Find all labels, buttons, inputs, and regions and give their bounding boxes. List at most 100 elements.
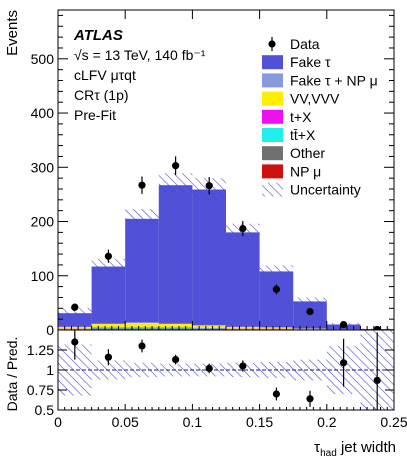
bar-4-bin-5 [226, 327, 260, 329]
bar-6-bin-4 [192, 189, 226, 326]
x-axis-title: τhad jet width [314, 439, 396, 459]
main-y-tick-label-4: 400 [31, 105, 55, 121]
legend: Data Fake τ Fake τ + NP μ VV,VVV t+X tt̄+X Oth… [262, 36, 378, 198]
bar-6-bin-6 [259, 271, 294, 328]
legend-label-2: Fake τ + NP μ [290, 72, 378, 88]
bar-5-bin-4 [192, 325, 226, 326]
bar-4-bin-3 [158, 324, 193, 328]
uncertainty-band-bin-7 [293, 297, 327, 306]
bar-1-bin-6 [259, 329, 294, 330]
x-axis-title-rest: jet width [337, 439, 396, 456]
legend-swatch-4 [262, 109, 283, 124]
legend-label-7: NP μ [290, 163, 321, 179]
x-tick-label-3: 0.15 [246, 414, 273, 430]
ratio-panel-content [58, 330, 394, 410]
x-tick-label-4: 0.2 [317, 414, 337, 430]
uncertainty-band-bin-6 [259, 265, 294, 278]
legend-marker-data [268, 40, 276, 48]
legend-swatch-5 [262, 128, 283, 142]
header-text: ATLAS √s = 13 TeV, 140 fb⁻¹ cLFV μτqt CR… [73, 27, 206, 123]
x-tick-label-1: 0.05 [112, 414, 139, 430]
x-tick-label-5: 0.25 [380, 414, 407, 430]
legend-swatch-uncertainty [262, 182, 283, 197]
bar-5-bin-3 [158, 323, 193, 325]
ratio-point-4 [205, 364, 213, 372]
legend-label-0: Data [290, 36, 320, 52]
legend-swatch-2 [262, 73, 283, 88]
bar-6-bin-3 [158, 185, 193, 324]
bar-2-bin-1 [91, 327, 126, 329]
energy-label: √s = 13 TeV, 140 fb⁻¹ [74, 47, 206, 63]
x-axis-title-symbol: τ [314, 439, 320, 456]
data-point-5 [239, 224, 247, 233]
experiment-label: ATLAS [73, 27, 123, 44]
uncertainty-band-bin-2 [125, 209, 159, 229]
bar-1-bin-2 [125, 328, 159, 330]
analysis-label: cLFV μτqt [74, 67, 136, 83]
bar-1-bin-0 [58, 329, 92, 330]
ratio-y-tick-label-1: 0.75 [27, 382, 54, 398]
data-point-1 [104, 252, 112, 260]
axes: 0 100 200 300 400 500 0 0.05 0.1 0.15 0.2 0.25 0.5 0.… [27, 10, 407, 430]
main-y-tick-label-0: 0 [46, 322, 54, 338]
data-point-0 [71, 303, 79, 311]
bar-5-bin-2 [125, 322, 159, 323]
ratio-point-5 [239, 362, 247, 370]
bar-5-bin-1 [91, 323, 126, 325]
x-tick-label-0: 0 [54, 414, 62, 430]
legend-label-4: t+X [290, 109, 312, 125]
data-point-6 [272, 285, 280, 293]
ratio-point-8 [340, 359, 348, 367]
main-y-tick-label-3: 300 [31, 159, 55, 175]
bar-4-bin-1 [91, 324, 126, 328]
data-point-8 [340, 320, 348, 329]
data-point-7 [306, 307, 314, 316]
stage-label: Pre-Fit [74, 107, 116, 123]
x-tick-label-2: 0.1 [183, 414, 203, 430]
main-panel-content [58, 156, 394, 330]
bar-1-bin-3 [158, 328, 193, 330]
bar-4-bin-0 [58, 327, 92, 329]
bar-2-bin-3 [158, 327, 193, 329]
bar-4-bin-4 [192, 325, 226, 328]
ratio-point-2 [138, 342, 146, 350]
ratio-y-tick-label-2: 1 [46, 362, 54, 378]
bar-6-bin-5 [226, 232, 260, 327]
bar-3-bin-2 [125, 327, 159, 328]
uncertainty-band-bin-1 [91, 258, 126, 275]
data-point-3 [172, 162, 180, 170]
bar-1-bin-4 [192, 328, 226, 330]
ratio-point-9 [373, 376, 381, 384]
ratio-point-1 [104, 353, 112, 361]
x-axis-title-subscript: had [320, 448, 337, 459]
uncertainty-band-bin-0 [58, 307, 92, 319]
uncertainty-band-bin-3 [158, 173, 193, 198]
data-point-9 [373, 325, 381, 330]
bar-3-bin-1 [91, 327, 126, 328]
bar-6-bin-1 [91, 266, 126, 324]
legend-label-6: Other [290, 145, 325, 161]
bar-4-bin-2 [125, 322, 159, 328]
y-axis-title-main: Events [4, 10, 21, 56]
legend-label-8: Uncertainty [290, 182, 361, 198]
bar-2-bin-4 [192, 328, 226, 329]
bar-4-bin-6 [259, 327, 294, 329]
legend-swatch-1 [262, 55, 283, 70]
bar-3-bin-4 [192, 327, 226, 329]
ratio-point-7 [306, 395, 314, 403]
data-point-4 [205, 182, 213, 190]
main-y-tick-label-1: 100 [31, 268, 55, 284]
main-y-tick-label-2: 200 [31, 214, 55, 230]
legend-swatch-3 [262, 91, 283, 106]
legend-label-1: Fake τ [290, 54, 331, 70]
ratio-y-tick-label-0: 0.5 [35, 402, 55, 418]
bar-4-bin-7 [293, 328, 327, 330]
y-axis-title-ratio: Data / Pred. [4, 337, 20, 412]
bar-3-bin-3 [158, 327, 193, 328]
legend-label-5: tt̄+X [290, 127, 316, 143]
ratio-y-tick-label-3: 1.25 [27, 342, 54, 358]
main-y-tick-label-5: 500 [31, 51, 55, 67]
legend-label-3: VV,VVV [290, 91, 340, 107]
region-label: CRτ (1p) [74, 87, 129, 103]
